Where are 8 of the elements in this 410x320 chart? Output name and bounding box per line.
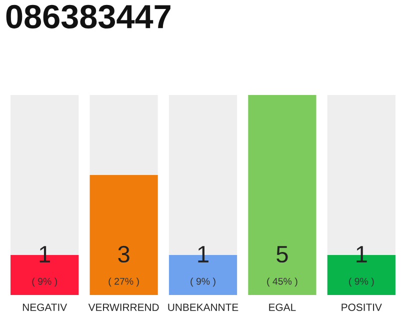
- x-tick-label: EGAL: [269, 304, 296, 311]
- data-label: 3 ( 27% ): [108, 246, 139, 287]
- x-tick-label: UNBEKANNTE: [168, 304, 238, 311]
- data-label: 5 ( 45% ): [267, 246, 298, 287]
- x-tick-label: VERWIRREND: [88, 304, 159, 311]
- x-tick-label: POSITIV: [342, 304, 382, 311]
- x-tick-label: NEGATIV: [22, 304, 68, 311]
- chart-title: 086383447: [6, 4, 170, 29]
